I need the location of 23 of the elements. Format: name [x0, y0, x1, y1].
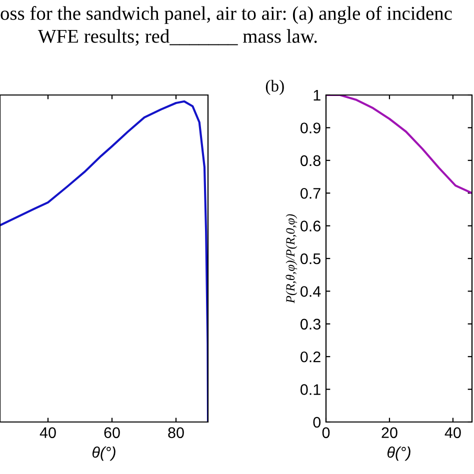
y-tick-label: 0.2: [300, 351, 320, 362]
chart-title: (b): [266, 80, 284, 95]
y-axis-title: P(R,θ,φ)/P(R,0,φ): [286, 214, 298, 304]
x-tick-label: 80: [168, 427, 184, 438]
x-tick-label: 0: [322, 427, 330, 438]
y-tick-label: 0.9: [300, 122, 320, 134]
y-tick-label: 1: [314, 90, 320, 101]
x-axis-title: θ(°): [387, 446, 410, 461]
x-tick-label: 60: [104, 427, 120, 438]
x-axis-title: θ(°): [92, 446, 116, 461]
x-tick-label: 20: [382, 427, 398, 438]
y-tick-label: 0.7: [300, 188, 320, 199]
y-tick-label: 0.4: [300, 286, 321, 297]
y-tick-label: 0.3: [300, 318, 320, 330]
text: oss for the sandwich panel, air to air: (a) angle of incidenc: [0, 6, 452, 24]
text: WFE results; red_______ mass law.: [38, 29, 317, 46]
y-tick-label: 0.6: [300, 220, 320, 232]
y-tick-label: 0: [313, 416, 321, 428]
y-tick-label: 0.5: [300, 253, 320, 264]
x-tick-label: 40: [444, 427, 461, 438]
x-tick-label: 40: [40, 427, 56, 438]
y-tick-label: 0.1: [300, 384, 320, 395]
y-tick-label: 0.8: [300, 155, 320, 166]
